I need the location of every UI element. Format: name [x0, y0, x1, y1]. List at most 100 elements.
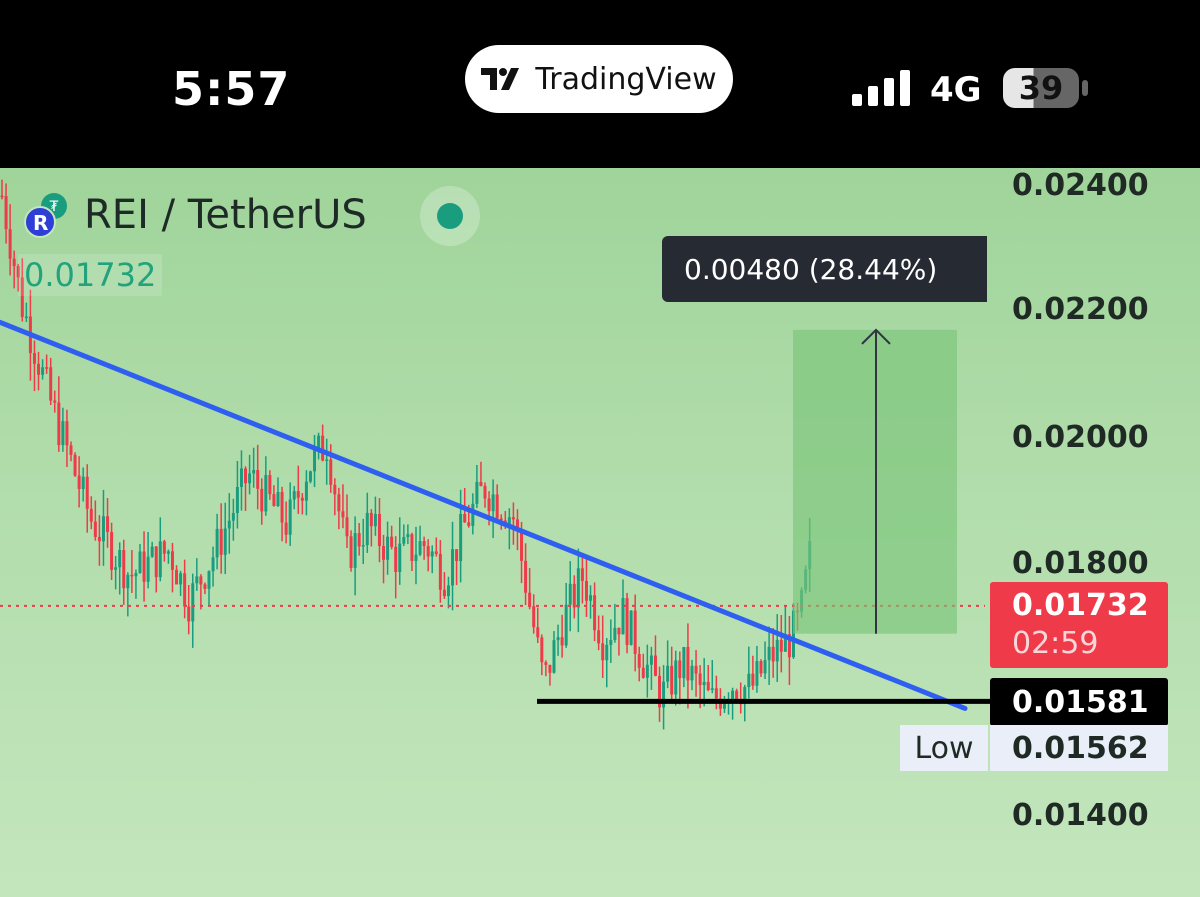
candle-body	[572, 583, 576, 608]
candle-body	[775, 639, 779, 662]
candle-body	[694, 665, 698, 674]
candle-body	[150, 546, 154, 557]
candle-body	[227, 520, 231, 529]
tradingview-pill[interactable]: TradingView	[465, 45, 733, 113]
candle-body	[686, 647, 690, 681]
candle-body	[284, 522, 288, 535]
candle-body	[317, 435, 321, 448]
market-status-indicator[interactable]	[420, 186, 480, 246]
candle-body	[203, 584, 207, 589]
chart-area[interactable]: ₮ R REI / TetherUS 0.01732 0.02400 0.022…	[0, 168, 1200, 897]
tradingview-logo-icon	[481, 68, 520, 90]
candle-body	[589, 595, 593, 601]
candle-body	[479, 481, 483, 486]
candle-body	[552, 640, 556, 673]
candle-body	[678, 660, 682, 679]
candle-body	[4, 196, 8, 230]
candle-body	[625, 598, 629, 645]
candle-body	[41, 367, 45, 375]
candle-body	[511, 517, 515, 520]
candle-body	[308, 471, 312, 482]
symbol-header[interactable]: ₮ R REI / TetherUS	[24, 192, 367, 238]
candle-body	[114, 567, 118, 570]
network-type: 4G	[930, 70, 982, 110]
candle-body	[767, 646, 771, 661]
candle-body	[791, 610, 795, 658]
candle-body	[471, 503, 475, 526]
candle-body	[126, 574, 130, 589]
candle-body	[207, 571, 211, 589]
horizontal-line-price-badge: 0.01581	[990, 678, 1168, 726]
clock: 5:57	[172, 62, 291, 116]
candle-body	[544, 662, 548, 665]
candle-body	[349, 536, 353, 568]
candle-body	[329, 459, 333, 485]
candle-body	[93, 521, 97, 537]
candle-body	[528, 592, 532, 607]
candle-body	[211, 557, 215, 572]
candle-body	[110, 531, 114, 570]
candle-body	[333, 484, 337, 495]
candle-body	[191, 583, 195, 622]
battery-icon: 39	[1003, 68, 1079, 108]
candle-body	[85, 476, 89, 509]
candle-body	[540, 637, 544, 663]
candle-body	[97, 536, 101, 542]
candle-body	[77, 475, 81, 490]
candle-body	[556, 637, 560, 641]
candle-body	[179, 573, 183, 585]
candle-body	[584, 580, 588, 601]
candle-body	[158, 541, 162, 578]
candle-body	[637, 653, 641, 668]
candle-body	[402, 536, 406, 544]
candle-body	[341, 511, 345, 518]
candle-body	[755, 661, 759, 686]
descending-trendline	[0, 319, 968, 711]
candle-body	[483, 485, 487, 499]
candle-body	[451, 549, 455, 586]
candle-body	[264, 475, 268, 512]
candle-body	[130, 574, 134, 577]
candle-body	[759, 661, 763, 674]
candle-body	[576, 568, 580, 608]
candle-body	[731, 690, 735, 701]
current-price-badge: 0.01732 02:59	[990, 582, 1168, 668]
candle-body	[487, 498, 491, 512]
candle-body	[475, 481, 479, 504]
candle-body	[81, 476, 85, 490]
candle-body	[272, 494, 276, 506]
candle-body	[706, 681, 710, 690]
candle-body	[215, 528, 219, 558]
candle-body	[12, 258, 16, 267]
symbol-name[interactable]: REI / TetherUS	[84, 192, 367, 238]
battery-tip	[1082, 80, 1088, 96]
candle-body	[662, 681, 666, 708]
candle-body	[658, 675, 662, 708]
candle-body	[641, 667, 645, 678]
candle-body	[37, 363, 41, 375]
candle-body	[32, 353, 36, 364]
candlestick-chart[interactable]	[0, 168, 1200, 897]
candle-body	[361, 545, 365, 547]
candle-body	[195, 576, 199, 584]
candle-body	[24, 316, 28, 319]
candle-body	[674, 660, 678, 695]
candle-body	[491, 494, 495, 512]
candle-body	[373, 513, 377, 527]
candle-body	[390, 536, 394, 547]
candle-body	[763, 660, 767, 674]
candle-body	[394, 546, 398, 573]
candle-body	[593, 595, 597, 631]
candle-body	[304, 481, 308, 501]
candle-body	[142, 551, 146, 582]
candle-body	[353, 533, 357, 568]
candle-body	[560, 637, 564, 646]
candle-body	[649, 655, 653, 665]
candle-body	[617, 627, 621, 635]
candle-body	[682, 647, 686, 679]
candle-body	[49, 367, 53, 401]
candle-body	[231, 513, 235, 521]
candle-body	[61, 421, 65, 446]
y-tick-label: 0.02000	[1012, 420, 1149, 455]
candle-body	[170, 551, 174, 570]
